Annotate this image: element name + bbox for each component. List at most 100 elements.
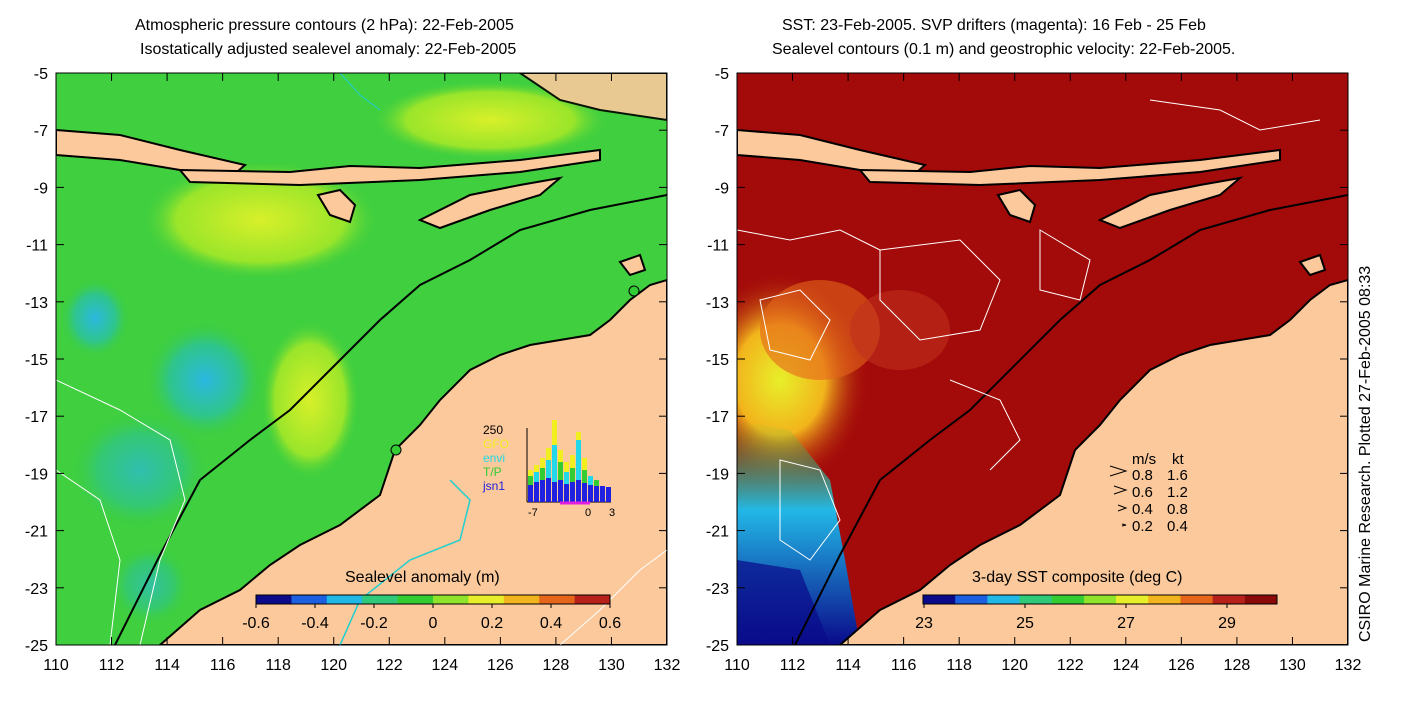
- colorbar-swatch: [1051, 595, 1085, 604]
- y-tick-label: -23: [706, 581, 729, 598]
- colorbar-swatch: [503, 595, 540, 604]
- x-tick-label: 112: [780, 657, 806, 674]
- x-tick-label: 116: [210, 657, 236, 674]
- y-tick-label: -11: [26, 238, 48, 255]
- y-tick-label: -7: [715, 123, 729, 140]
- colorbar-swatch: [987, 595, 1021, 604]
- colorbar-swatch: [539, 595, 576, 604]
- right-y-axis: -5 -7 -9 -11 -13 -15 -17 -19 -21 -23 -25: [706, 66, 1348, 655]
- colorbar-swatch: [291, 595, 328, 604]
- colorbar-swatch: [397, 595, 434, 604]
- inset-xtick-b: 0: [585, 507, 591, 519]
- x-tick-label: 120: [320, 657, 347, 674]
- y-tick-label: -19: [706, 466, 729, 483]
- y-tick-label: -7: [34, 123, 48, 140]
- left-colorbar: [255, 594, 611, 605]
- speed-ms-1: 0.6: [1132, 484, 1153, 501]
- colorbar-swatch: [433, 595, 469, 604]
- colorbar-frame: [922, 594, 1278, 605]
- speed-arrow-icon: [1117, 504, 1128, 512]
- y-tick-label: -15: [706, 352, 729, 369]
- speed-kt-2: 0.8: [1167, 501, 1188, 518]
- y-tick-label: -25: [706, 638, 729, 655]
- colorbar-swatch: [326, 595, 363, 604]
- y-tick-label: -17: [706, 409, 729, 426]
- colorbar-tick-label: 29: [1218, 615, 1236, 632]
- right-australia-land: [838, 278, 1348, 645]
- speed-ms-0: 0.8: [1132, 467, 1153, 484]
- colorbar-tick-label: 25: [1016, 615, 1034, 632]
- x-tick-label: 132: [1335, 657, 1362, 674]
- left-colorbar-ticks: -0.6 -0.4 -0.2 0 0.2 0.4 0.6: [242, 604, 621, 632]
- y-tick-label: -15: [25, 352, 48, 369]
- x-tick-label: 112: [99, 657, 125, 674]
- colorbar-tick-label: -0.2: [360, 615, 388, 632]
- left-title-line1: Atmospheric pressure contours (2 hPa): 2…: [135, 17, 514, 34]
- inset-xtick-c: 3: [609, 507, 615, 519]
- colorbar-tick-label: 23: [915, 615, 933, 632]
- x-tick-label: 128: [543, 657, 570, 674]
- left-map-panel: 250 GFO envi T/P jsn1 -7 0 3 Sealevel an: [25, 66, 681, 674]
- colorbar-tick-label: -0.4: [301, 615, 329, 632]
- y-tick-label: -11: [707, 238, 729, 255]
- speed-arrow-icon: [1121, 523, 1127, 527]
- left-inset-histogram: 250 GFO envi T/P jsn1 -7 0 3: [482, 420, 615, 519]
- speed-kt-0: 1.6: [1167, 467, 1188, 484]
- right-colorbar-label: 3-day SST composite (deg C): [972, 569, 1182, 586]
- right-map-panel: m/s kt 0.8 1.6 0.6 1.2 0.4 0.8 0.2 0.4 3…: [706, 66, 1362, 674]
- speed-kt-1: 1.2: [1167, 484, 1188, 501]
- speed-ms-3: 0.2: [1132, 518, 1153, 535]
- colorbar-swatch: [1083, 595, 1117, 604]
- y-tick-label: -5: [715, 66, 729, 83]
- colorbar-swatch: [574, 595, 611, 604]
- y-tick-label: -23: [25, 581, 48, 598]
- x-tick-label: 120: [1001, 657, 1028, 674]
- colorbar-swatch: [468, 595, 505, 604]
- speed-legend-ms-header: m/s: [1132, 451, 1156, 468]
- inset-xtick-a: -7: [528, 507, 538, 519]
- x-tick-label: 124: [431, 657, 458, 674]
- speed-legend-kt-header: kt: [1172, 451, 1185, 468]
- left-y-axis: -5 -7 -9 -11 -13 -15 -17 -19 -21 -23 -25: [25, 66, 667, 655]
- inset-bars: [528, 420, 611, 502]
- y-tick-label: -17: [25, 409, 48, 426]
- y-tick-label: -13: [706, 295, 729, 312]
- x-tick-label: 122: [1057, 657, 1084, 674]
- x-tick-label: 124: [1112, 657, 1139, 674]
- colorbar-swatch: [362, 595, 399, 604]
- x-tick-label: 116: [891, 657, 917, 674]
- x-tick-label: 128: [1224, 657, 1251, 674]
- speed-kt-3: 0.4: [1167, 518, 1188, 535]
- y-tick-label: -13: [25, 295, 48, 312]
- y-tick-label: -5: [34, 66, 48, 83]
- x-tick-label: 122: [376, 657, 403, 674]
- y-tick-label: -25: [25, 638, 48, 655]
- left-java-island: [56, 128, 248, 180]
- colorbar-tick-label: 0: [429, 615, 438, 632]
- x-tick-label: 130: [598, 657, 625, 674]
- colorbar-swatch: [923, 595, 956, 604]
- x-tick-label: 126: [1168, 657, 1195, 674]
- x-tick-label: 110: [43, 657, 69, 674]
- colorbar-swatch: [1116, 595, 1149, 604]
- colorbar-tick-label: 0.4: [540, 615, 562, 632]
- x-tick-label: 114: [154, 657, 180, 674]
- speed-arrow-icon: [1109, 465, 1128, 477]
- y-tick-label: -21: [25, 524, 48, 541]
- colorbar-swatch: [955, 595, 988, 604]
- right-x-axis: 110 112 114 116 118 120 122 124 126 128 130 132: [724, 73, 1361, 674]
- colorbar-tick-label: 0.2: [481, 615, 503, 632]
- x-tick-label: 118: [946, 657, 972, 674]
- colorbar-tick-label: -0.6: [242, 615, 270, 632]
- x-tick-label: 118: [265, 657, 291, 674]
- x-tick-label: 126: [487, 657, 514, 674]
- colorbar-swatch: [1212, 595, 1246, 604]
- colorbar-tick-label: 0.6: [599, 615, 621, 632]
- left-colorbar-label: Sealevel anomaly (m): [345, 569, 500, 586]
- x-tick-label: 110: [724, 657, 750, 674]
- right-title-line1: SST: 23-Feb-2005. SVP drifters (magenta)…: [782, 17, 1206, 34]
- colorbar-swatch: [256, 595, 292, 604]
- speed-legend: m/s kt 0.8 1.6 0.6 1.2 0.4 0.8 0.2 0.4: [1109, 451, 1188, 535]
- colorbar-swatch: [1180, 595, 1214, 604]
- x-tick-label: 114: [835, 657, 861, 674]
